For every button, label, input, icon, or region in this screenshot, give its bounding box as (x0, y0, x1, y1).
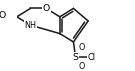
Text: O: O (43, 4, 50, 13)
Text: NH: NH (24, 21, 36, 30)
Text: O: O (0, 11, 6, 20)
Text: O: O (79, 43, 85, 52)
Text: O: O (79, 62, 85, 71)
Text: Cl: Cl (88, 53, 96, 62)
Text: S: S (73, 53, 79, 62)
